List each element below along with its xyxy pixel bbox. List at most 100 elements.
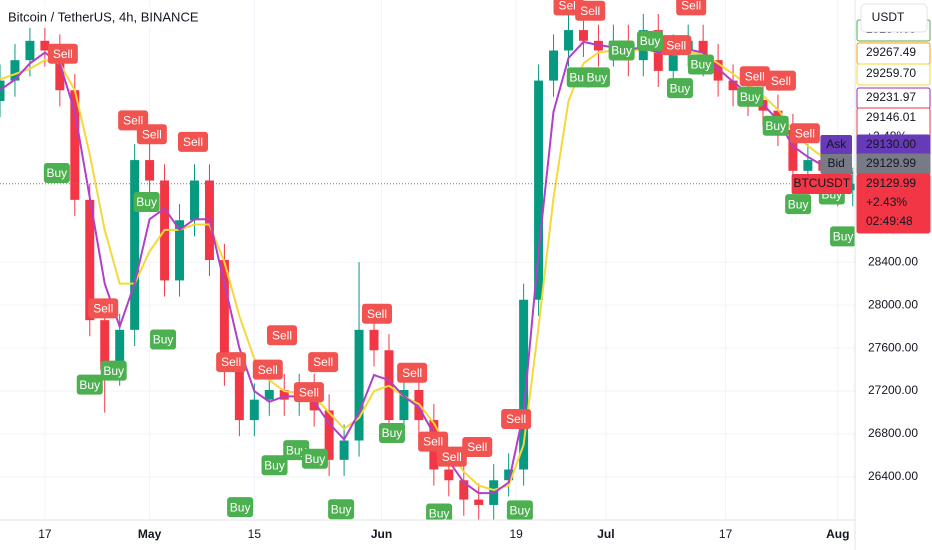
candle-body [728, 80, 738, 91]
x-tick-label: 19 [509, 527, 523, 541]
signal-box [397, 362, 428, 383]
signal-label: Buy [765, 119, 786, 133]
signal-label: Sell [53, 47, 73, 61]
signal-box [462, 436, 493, 457]
price-tag-countdown: 02:49:48 [866, 214, 913, 228]
signal-box [252, 359, 283, 380]
signal-label: Buy [305, 452, 326, 466]
price-tag-name-bg [791, 174, 852, 194]
signal-box [267, 325, 298, 346]
signal-label: Sell [423, 435, 443, 449]
candle-body [130, 160, 140, 330]
candle-body [25, 40, 35, 61]
signal-label: Sell [402, 366, 422, 380]
signal-label: Sell [442, 450, 462, 464]
price-tag-value: 29129.99 [866, 176, 916, 190]
candle-body [369, 329, 379, 351]
signal-label: Buy [429, 507, 450, 521]
signal: Buy [378, 422, 405, 443]
signal: Buy [687, 54, 714, 75]
signal-label: Buy [611, 44, 632, 58]
signal-box [739, 66, 770, 87]
signal-box [583, 67, 610, 88]
signal-box [661, 35, 692, 56]
candle-body [668, 50, 678, 71]
candle-body [145, 160, 155, 181]
signal-label: Sell [299, 385, 319, 399]
signal-label: Buy [587, 71, 608, 85]
signal-box [150, 329, 177, 350]
signal-box [136, 124, 167, 145]
signal: Sell [216, 352, 247, 373]
signal-box [378, 422, 405, 443]
price-tag-name-bg [820, 135, 852, 155]
signal-label: Sell [272, 328, 292, 342]
signal-box [47, 43, 78, 64]
price-tag [856, 173, 931, 234]
signal-label: Sell [142, 127, 162, 141]
signal-label: Sell [313, 355, 333, 369]
signal-label: Sell [666, 38, 686, 52]
currency-box[interactable] [860, 3, 928, 33]
y-tick-label: 28000.00 [868, 297, 918, 311]
signal-box [261, 455, 288, 476]
signal-box [76, 374, 103, 395]
x-tick-label: Jul [597, 527, 614, 541]
signal: Sell [418, 431, 449, 452]
signal: Buy [227, 497, 254, 518]
signal-box [436, 446, 467, 467]
signal: Buy [426, 503, 453, 521]
signal: Sell [136, 124, 167, 145]
x-tick-label: Jun [371, 527, 392, 541]
signal-label: Buy [670, 81, 691, 95]
signal: Buy [666, 78, 693, 99]
price-tags: 29284.0929267.4929259.7029231.9729146.01… [791, 19, 931, 234]
candle-body [264, 390, 274, 400]
signal-box [418, 431, 449, 452]
signal-label: Buy [264, 458, 285, 472]
candle-body [100, 320, 110, 370]
price-tag [856, 63, 931, 86]
signal: Sell [362, 303, 393, 324]
signal: Sell [501, 409, 532, 430]
signal-label: Buy [331, 502, 352, 516]
signal-label: Sell [681, 0, 701, 13]
price-tag-name: BTCUSDT [793, 176, 850, 190]
chart-title: Bitcoin / TetherUS, 4h, BINANCE [8, 9, 199, 24]
signal: Buy [608, 40, 635, 61]
price-tag-change: +2.43% [866, 195, 907, 209]
signal-label: Buy [740, 90, 761, 104]
candle-body [234, 369, 244, 421]
signal-label: Buy [788, 197, 809, 211]
signal-box [293, 382, 324, 403]
signal: Buy [830, 226, 855, 247]
signal: Sell [397, 362, 428, 383]
candle-body [324, 410, 334, 460]
candle-body [339, 440, 349, 460]
signal: Buy [328, 499, 355, 520]
signal-label: Sell [123, 114, 143, 128]
signal: Sell [267, 325, 298, 346]
candle-body [279, 390, 289, 400]
signal: Buy [737, 86, 764, 107]
signal-box [575, 0, 606, 21]
signal: Buy [506, 500, 533, 520]
candle-body [578, 30, 588, 41]
signal-label: Sell [467, 440, 487, 454]
signal-box [765, 70, 796, 91]
signal: Buy [133, 191, 160, 212]
signal-label: Buy [47, 166, 68, 180]
signal: Sell [661, 35, 692, 56]
signal-box [177, 131, 208, 152]
candle-body [0, 80, 5, 101]
signal: Sell [436, 446, 467, 467]
candle-body [115, 329, 125, 370]
signal: Buy [100, 360, 127, 381]
candle-body [459, 480, 469, 500]
candle-body [803, 160, 813, 171]
signal-box [608, 40, 635, 61]
candle-body [788, 130, 798, 171]
axes: 26400.00 26800.00 27200.00 27600.00 28000.00… [38, 254, 918, 541]
